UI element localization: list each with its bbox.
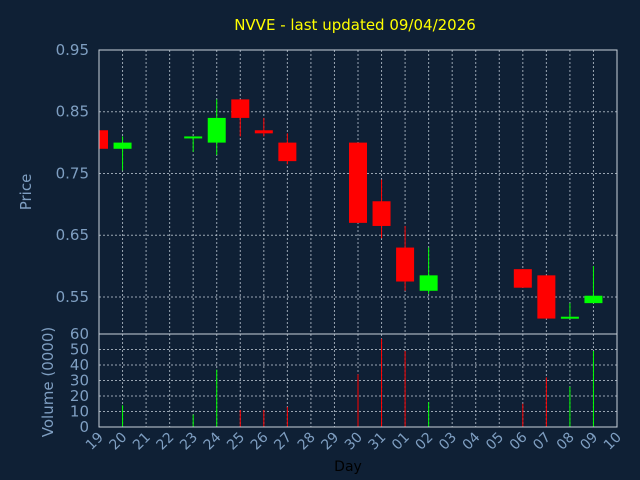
x-tick-label: 22: [154, 430, 178, 454]
candle-body: [537, 275, 556, 319]
volume-axis-label: Volume (0000): [39, 327, 57, 437]
price-tick-label: 0.75: [56, 164, 89, 182]
price-tick-label: 0.55: [56, 288, 89, 306]
volume-tick-label: 50: [70, 341, 89, 359]
candle-body: [231, 99, 250, 118]
x-tick-label: 25: [224, 430, 248, 454]
x-axis-label: Day: [334, 459, 362, 475]
price-axis-label: Price: [17, 174, 35, 211]
x-tick-label: 20: [106, 430, 130, 454]
x-tick-label: 21: [130, 430, 154, 454]
volume-tick-label: 60: [70, 325, 89, 343]
volume-tick-label: 40: [70, 356, 89, 374]
volume-tick-label: 10: [70, 403, 89, 421]
x-tick-label: 24: [201, 429, 225, 453]
x-tick-label: 04: [460, 429, 484, 453]
x-tick-label: 30: [342, 430, 366, 454]
volume-tick-label: 30: [70, 372, 89, 390]
x-tick-label: 01: [389, 430, 413, 454]
price-tick-label: 0.65: [56, 226, 89, 244]
x-tick-label: 28: [295, 430, 319, 454]
x-tick-label: 05: [483, 430, 507, 454]
candle-body: [113, 142, 132, 149]
x-tick-label: 31: [365, 430, 389, 454]
chart-title: NVVE - last updated 09/04/2026: [234, 16, 476, 34]
price-tick-label: 0.95: [56, 41, 89, 59]
candle-body: [254, 130, 273, 134]
price-panel: 0.95 0.85 0.75 0.65 0.55 Price: [17, 41, 618, 335]
candle-body: [278, 142, 297, 162]
candle-body: [349, 142, 367, 223]
volume-tick-label: 20: [70, 387, 89, 405]
candle-body: [584, 295, 603, 304]
candle-body: [396, 247, 415, 282]
x-tick-label: 29: [318, 430, 342, 454]
candle-body: [513, 269, 532, 288]
candle-body: [560, 316, 579, 319]
x-tick-label: 02: [413, 430, 437, 454]
x-tick-label: 03: [436, 430, 460, 454]
x-tick-label: 06: [507, 429, 531, 453]
candle-body: [372, 201, 391, 226]
candle-body: [419, 275, 438, 291]
x-tick-label: 26: [248, 429, 272, 453]
candle-body: [99, 130, 108, 149]
candle-body: [184, 136, 203, 139]
volume-plot-frame: [98, 333, 618, 428]
x-tick-label: 27: [271, 430, 295, 454]
volume-tick-label: 0: [79, 418, 89, 436]
x-tick-label: 09: [577, 430, 601, 454]
x-tick-label: 23: [177, 430, 201, 454]
candle-body: [207, 117, 226, 143]
x-tick-label: 08: [554, 430, 578, 454]
price-tick-label: 0.85: [56, 103, 89, 121]
x-tick-label: 10: [601, 430, 625, 454]
x-tick-label: 07: [530, 430, 554, 454]
